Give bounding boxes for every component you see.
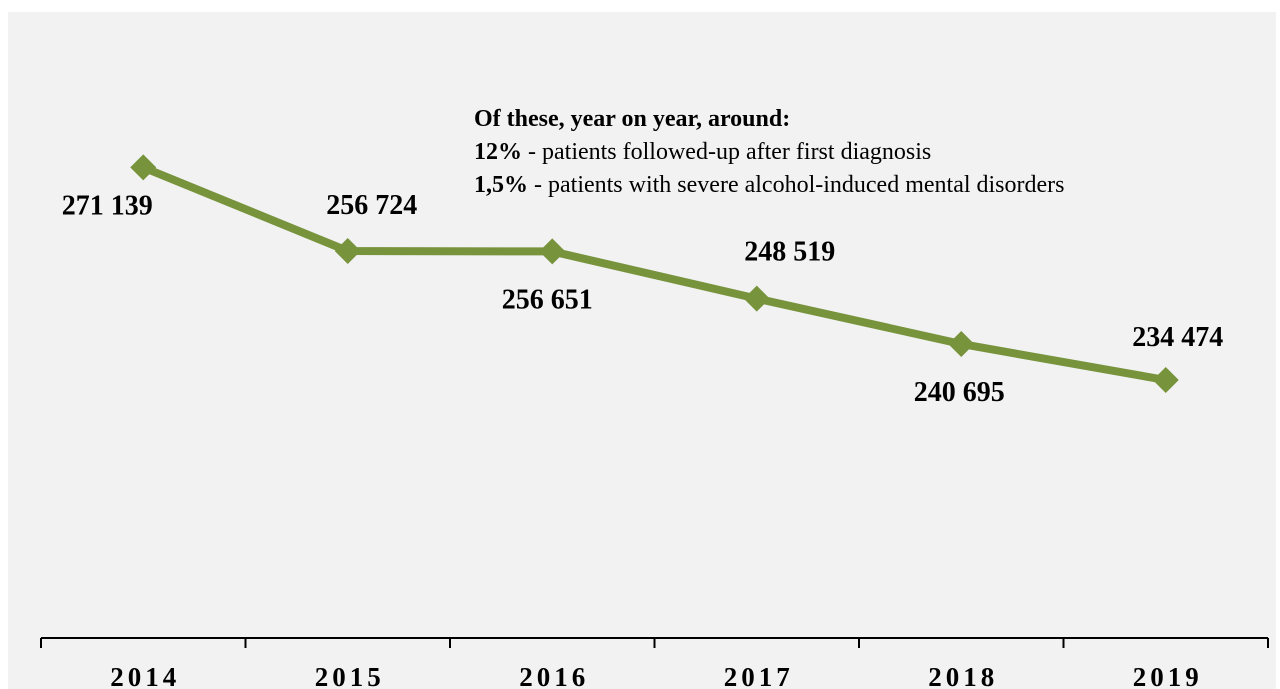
annotation-item-1-value: 12% — [474, 139, 522, 165]
data-label-layer: 271 139 256 724 256 651 248 519 240 695 234 4… — [62, 190, 1224, 408]
x-tick-label-2018: 2018 — [928, 662, 998, 689]
annotation-text: Of these, year on year, around: 12% - pa… — [474, 103, 1065, 202]
plot-area — [8, 12, 1276, 689]
series-line-layer — [141, 163, 1167, 384]
x-tick-label-2016: 2016 — [519, 662, 589, 689]
annotation-heading: Of these, year on year, around: — [474, 106, 791, 132]
data-point-2016 — [539, 238, 566, 265]
annotation-item-1: 12% - patients followed-up after first d… — [474, 136, 1065, 169]
x-axis: 2014 2015 2016 2017 2018 2019 — [40, 637, 1269, 689]
annotation-item-2-value: 1,5% — [474, 172, 528, 198]
data-point-2017 — [743, 285, 770, 312]
data-point-2014 — [130, 154, 157, 181]
x-tick-label-2015: 2015 — [315, 662, 385, 689]
data-label-2019: 234 474 — [1132, 322, 1223, 353]
data-point-2018 — [948, 330, 975, 357]
series-line — [141, 163, 1167, 384]
data-label-2016: 256 651 — [502, 284, 593, 315]
data-label-2014: 271 139 — [62, 190, 153, 221]
data-point-2015 — [334, 238, 361, 265]
data-label-2015: 256 724 — [326, 190, 417, 221]
marker-layer — [130, 154, 1179, 394]
x-tick-label-2017: 2017 — [724, 662, 794, 689]
data-label-2017: 248 519 — [744, 237, 835, 268]
x-tick-label-2014: 2014 — [110, 662, 180, 689]
annotation-item-2: 1,5% - patients with severe alcohol-indu… — [474, 169, 1065, 202]
data-label-2018: 240 695 — [914, 377, 1005, 408]
x-tick-label-2019: 2019 — [1133, 662, 1203, 689]
annotation-item-2-text: - patients with severe alcohol-induced m… — [528, 172, 1065, 198]
annotation-item-1-text: - patients followed-up after first diagn… — [522, 139, 932, 165]
data-point-2019 — [1152, 367, 1179, 394]
